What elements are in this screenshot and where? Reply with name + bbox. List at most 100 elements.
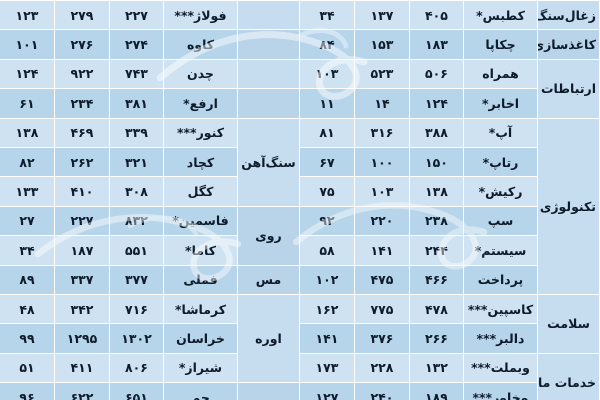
table-row[interactable]: سلامت کاسپین*** ۴۷۸ ۷۷۵ ۱۶۲ <box>300 293 600 354</box>
table-row[interactable]: پرداخت ۴۶۶ ۴۷۵ ۱۰۲ <box>300 264 600 295</box>
value-cell-1[interactable]: ۳۸۸ <box>409 117 464 148</box>
value-cell-2[interactable]: ۱۸۷ <box>54 235 110 266</box>
category-cell[interactable]: مس <box>237 264 300 295</box>
value-cell-2[interactable]: ۴۶۹ <box>54 117 110 148</box>
symbol-cell[interactable]: کنور*** <box>163 117 238 148</box>
symbol-cell[interactable]: فولاژ*** <box>163 0 238 31</box>
value-cell-3[interactable]: ۱۰۲ <box>300 264 355 295</box>
symbol-cell[interactable]: چکاپا <box>463 29 538 60</box>
category-cell[interactable]: خدمات مالی <box>537 352 600 400</box>
table-row[interactable]: تکنولوژی آپ* ۳۸۸ ۳۱۶ ۸۱ <box>300 117 600 295</box>
value-cell-3[interactable]: ۱۷۳ <box>300 352 355 384</box>
symbol-cell[interactable]: وبملت*** <box>463 352 538 384</box>
data-table-left[interactable]: زغال‌سنگ کطبس* ۴۰۵ ۱۳۷ ۳۴ کاغذسازی چکاپا ۱۸۳ ۱۵۳… <box>300 0 600 400</box>
value-cell-1[interactable]: ۲۶۶ <box>409 323 464 354</box>
symbol-cell[interactable]: اخابر* <box>463 88 538 119</box>
table-row[interactable]: ارفع* ۳۸۱ ۲۳۴ ۶۱ <box>0 88 300 119</box>
value-cell-1[interactable]: ۱۵۰ <box>409 146 464 178</box>
table-row[interactable]: وخاور*** ۱۸۹ ۲۴۰ ۱۲۷ <box>300 382 600 400</box>
value-cell-2[interactable]: ۴۱۰ <box>54 176 110 207</box>
symbol-cell[interactable]: کرماشا* <box>163 293 238 325</box>
table-row[interactable]: کاما* ۵۵۱ ۱۸۷ ۳۴ <box>0 235 300 266</box>
category-cell-blank[interactable] <box>237 58 300 90</box>
symbol-cell[interactable]: وخاور*** <box>463 382 538 400</box>
value-cell-3[interactable]: ۸۴ <box>300 29 355 60</box>
value-cell-2[interactable]: ۳۱۶ <box>354 117 410 148</box>
value-cell-2[interactable]: ۲۲۸ <box>354 352 410 384</box>
value-cell-3[interactable]: ۴۸ <box>0 293 55 325</box>
data-table-right[interactable]: فولاژ*** ۲۲۷ ۲۷۹ ۱۲۳ کاوه ۲۷۴ ۲۷۶ ۱۰۱ چدن ۷۴۳ ۹۲۲ ۱… <box>0 0 300 400</box>
value-cell-2[interactable]: ۱۴ <box>354 88 410 119</box>
category-cell[interactable]: تکنولوژی <box>537 117 600 295</box>
value-cell-2[interactable]: ۱۳۷ <box>354 0 410 31</box>
category-cell-blank[interactable] <box>237 29 300 60</box>
value-cell-3[interactable]: ۱۲۳ <box>0 0 55 31</box>
value-cell-1[interactable]: ۶۵۱ <box>109 382 164 400</box>
value-cell-1[interactable]: ۴۶۶ <box>409 264 464 295</box>
symbol-cell[interactable]: کاما* <box>163 235 238 266</box>
symbol-cell[interactable]: فاسمین* <box>163 205 238 237</box>
value-cell-3[interactable]: ۱۴۱ <box>300 323 355 354</box>
value-cell-2[interactable]: ۲۷۶ <box>54 29 110 60</box>
value-cell-3[interactable]: ۱۲۴ <box>0 58 55 90</box>
symbol-cell[interactable]: خراسان <box>163 323 238 354</box>
value-cell-3[interactable]: ۶۷ <box>300 146 355 178</box>
value-cell-1[interactable]: ۳۳۹ <box>109 117 164 148</box>
value-cell-3[interactable]: ۸۲ <box>0 146 55 178</box>
value-cell-3[interactable]: ۱۶۲ <box>300 293 355 325</box>
table-row[interactable]: دالبر*** ۲۶۶ ۳۷۶ ۱۴۱ <box>300 323 600 354</box>
value-cell-1[interactable]: ۵۵۱ <box>109 235 164 266</box>
table-row[interactable]: سپ ۲۳۸ ۲۲۰ ۹۲ <box>300 205 600 237</box>
table-row[interactable]: ارتباطات همراه ۵۰۶ ۵۲۳ ۱۰۳ <box>300 58 600 119</box>
table-row[interactable]: چدن ۷۴۳ ۹۲۲ ۱۲۴ <box>0 58 300 90</box>
value-cell-1[interactable]: ۲۳۸ <box>409 205 464 237</box>
symbol-cell[interactable]: پرداخت <box>463 264 538 295</box>
value-cell-2[interactable]: ۳۷۶ <box>354 323 410 354</box>
value-cell-2[interactable]: ۲۲۷ <box>54 205 110 237</box>
value-cell-3[interactable]: ۱۰۱ <box>0 29 55 60</box>
symbol-cell[interactable]: کچاد <box>163 146 238 178</box>
value-cell-3[interactable]: ۳۴ <box>0 235 55 266</box>
category-cell[interactable]: روی <box>237 205 300 266</box>
table-row[interactable]: فولاژ*** ۲۲۷ ۲۷۹ ۱۲۳ <box>0 0 300 31</box>
table-row[interactable]: کاوه ۲۷۴ ۲۷۶ ۱۰۱ <box>0 29 300 60</box>
symbol-cell[interactable]: کگل <box>163 176 238 207</box>
value-cell-1[interactable]: ۱۲۴ <box>409 88 464 119</box>
value-cell-1[interactable]: ۳۸۱ <box>109 88 164 119</box>
value-cell-1[interactable]: ۷۴۳ <box>109 58 164 90</box>
category-cell-blank[interactable] <box>237 88 300 119</box>
value-cell-1[interactable]: ۸۳۲ <box>109 205 164 237</box>
value-cell-3[interactable]: ۳۴ <box>300 0 355 31</box>
table-row[interactable]: اخابر* ۱۲۴ ۱۴ ۱۱ <box>300 88 600 119</box>
table-row[interactable]: الفینجم۶۵۱۶۲۲۹۶ <box>0 382 300 400</box>
value-cell-2[interactable]: ۱۴۱ <box>354 235 410 266</box>
table-row[interactable]: مس فملی ۳۷۷ ۳۳۷ ۸۹ <box>0 264 300 295</box>
symbol-cell[interactable]: کاسپین*** <box>463 293 538 325</box>
symbol-cell[interactable]: رکیش* <box>463 176 538 207</box>
value-cell-2[interactable]: ۱۵۳ <box>354 29 410 60</box>
table-row[interactable]: کچاد ۳۲۱ ۲۶۲ ۸۲ <box>0 146 300 178</box>
value-cell-2[interactable]: ۴۷۵ <box>354 264 410 295</box>
value-cell-1[interactable]: ۲۷۴ <box>109 29 164 60</box>
value-cell-2[interactable]: ۱۲۹۵ <box>54 323 110 354</box>
table-row[interactable]: سنگ‌آهن کنور*** ۳۳۹ ۴۶۹ ۱۳۸ <box>0 117 300 207</box>
value-cell-1[interactable]: ۱۳۰۲ <box>109 323 164 354</box>
category-cell[interactable]: زغال‌سنگ <box>537 0 600 31</box>
value-cell-1[interactable]: ۷۱۶ <box>109 293 164 325</box>
value-cell-2[interactable]: ۲۳۴ <box>54 88 110 119</box>
category-cell[interactable]: الفین <box>237 382 300 400</box>
value-cell-2[interactable]: ۱۰۳ <box>354 176 410 207</box>
value-cell-1[interactable]: ۴۷۸ <box>409 293 464 325</box>
value-cell-2[interactable]: ۲۲۰ <box>354 205 410 237</box>
symbol-cell[interactable]: کطبس* <box>463 0 538 31</box>
value-cell-3[interactable]: ۵۸ <box>300 235 355 266</box>
table-row[interactable]: کگل ۳۰۸ ۴۱۰ ۱۳۳ <box>0 176 300 207</box>
value-cell-3[interactable]: ۹۶ <box>0 382 55 400</box>
value-cell-2[interactable]: ۷۷۵ <box>354 293 410 325</box>
value-cell-3[interactable]: ۲۷ <box>0 205 55 237</box>
table-row[interactable]: خراسان ۱۳۰۲ ۱۲۹۵ ۹۹ <box>0 323 300 354</box>
category-cell[interactable]: سلامت <box>537 293 600 354</box>
value-cell-3[interactable]: ۱۳۸ <box>0 117 55 148</box>
value-cell-1[interactable]: ۵۰۶ <box>409 58 464 90</box>
symbol-cell[interactable]: رتاپ* <box>463 146 538 178</box>
